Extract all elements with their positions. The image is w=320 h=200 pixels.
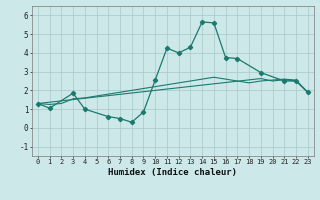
X-axis label: Humidex (Indice chaleur): Humidex (Indice chaleur): [108, 168, 237, 177]
